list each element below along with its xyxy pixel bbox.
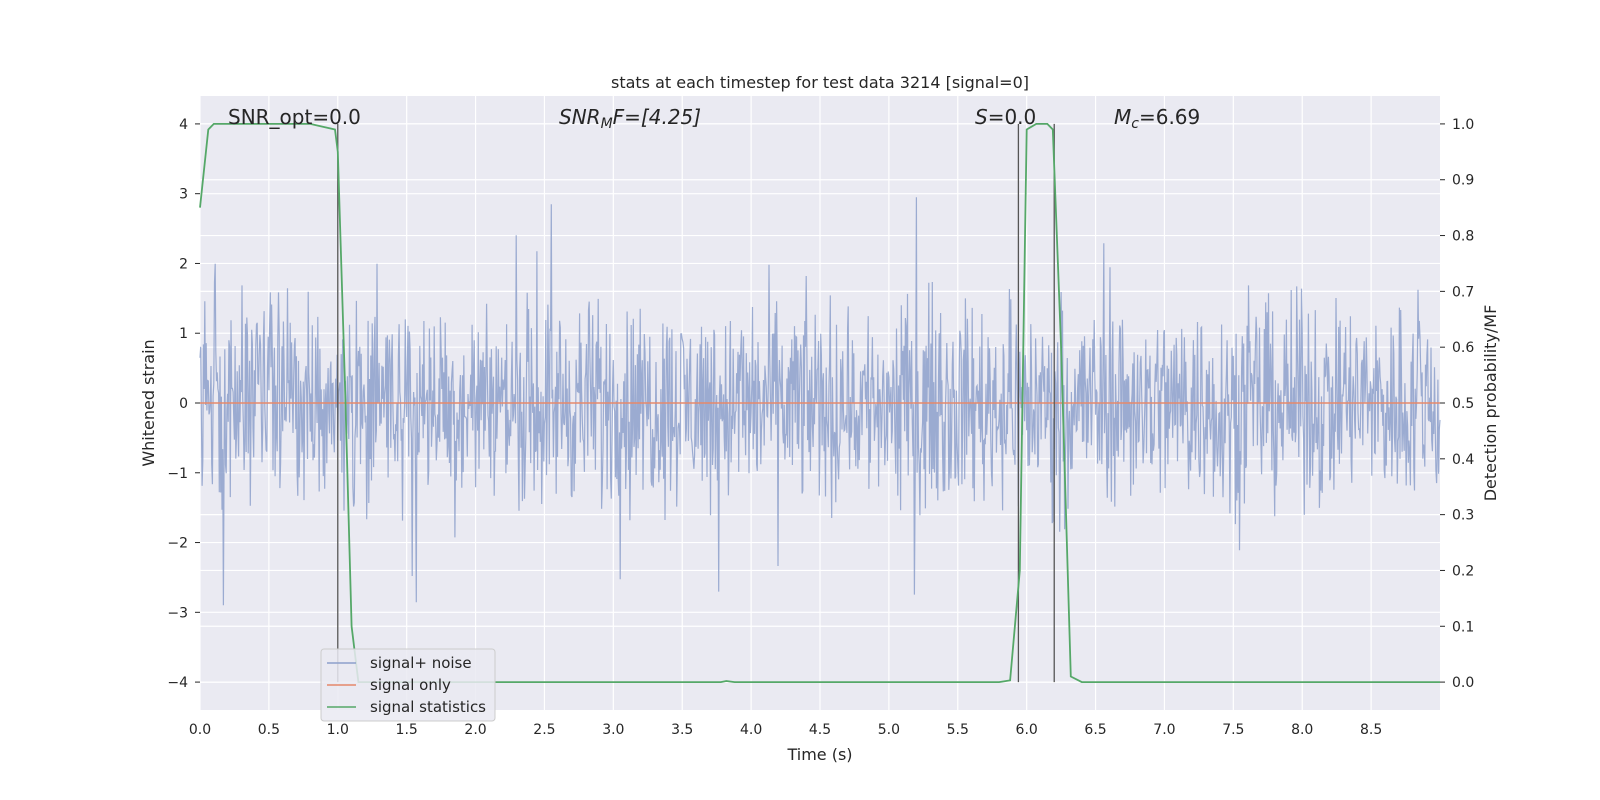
annotation-s-rest: =0.0 xyxy=(988,105,1037,129)
x-tick-label: 2.0 xyxy=(464,722,486,738)
x-tick-label: 6.0 xyxy=(1016,722,1038,738)
annotation-mc: Mc=6.69 xyxy=(1114,105,1200,132)
annotation-s-var: S xyxy=(975,105,988,129)
y2-tick-label: 1.0 xyxy=(1452,117,1474,133)
x-tick-label: 3.5 xyxy=(671,722,693,738)
x-tick-label: 4.0 xyxy=(740,722,762,738)
x-tick-label: 6.5 xyxy=(1084,722,1106,738)
y-tick-label: −3 xyxy=(167,605,188,621)
x-tick-label: 7.5 xyxy=(1222,722,1244,738)
signal-plus-noise-line xyxy=(199,197,1441,606)
y2-tick-label: 0.3 xyxy=(1452,508,1474,524)
y-tick-label: 2 xyxy=(179,256,188,272)
x-axis-label: Time (s) xyxy=(786,745,852,764)
annotation-s: S=0.0 xyxy=(975,105,1036,129)
annotation-snr-opt: SNR_opt=0.0 xyxy=(228,105,361,129)
y-tick-label: −1 xyxy=(167,466,188,482)
y-tick-label: −4 xyxy=(167,675,188,691)
annotation-snr-mf: SNRMF=[4.25] xyxy=(559,105,701,132)
annotation-mc-rest: =6.69 xyxy=(1139,105,1200,129)
y-tick-label: 1 xyxy=(179,326,188,342)
annotation-snr-mf-main: SNR xyxy=(559,105,601,129)
x-tick-label: 2.5 xyxy=(533,722,555,738)
y-axis-label: Whitened strain xyxy=(139,339,158,466)
legend-label-noise: signal+ noise xyxy=(370,654,472,672)
legend-label-signal-only: signal only xyxy=(370,676,451,694)
annotation-mc-main: M xyxy=(1114,105,1131,129)
annotation-snr-mf-rest: F=[4.25] xyxy=(613,105,701,129)
signal-statistics-series xyxy=(199,123,1440,683)
x-tick-label: 7.0 xyxy=(1153,722,1175,738)
legend-label-statistics: signal statistics xyxy=(370,698,486,716)
legend-box xyxy=(320,648,496,722)
y-tick-labels: 4 3 2 1 0 −1 −2 −3 −4 xyxy=(167,117,200,691)
x-tick-label: 1.5 xyxy=(396,722,418,738)
chart-title: stats at each timestep for test data 321… xyxy=(611,73,1029,92)
y2-tick-label: 0.0 xyxy=(1452,675,1474,691)
legend: signal+ noise signal only signal statist… xyxy=(320,648,496,722)
x-tick-label: 5.5 xyxy=(947,722,969,738)
y2-tick-label: 0.7 xyxy=(1452,284,1474,300)
x-tick-label: 5.0 xyxy=(878,722,900,738)
x-tick-label: 0.5 xyxy=(258,722,280,738)
annotation-mc-sub: c xyxy=(1131,116,1139,132)
y2-axis-label: Detection probability/MF xyxy=(1481,305,1500,502)
y2-tick-label: 0.8 xyxy=(1452,229,1474,245)
y-tick-label: −2 xyxy=(167,536,188,552)
x-tick-label: 1.0 xyxy=(327,722,349,738)
annotation-snr-mf-sub: M xyxy=(601,116,613,132)
y-tick-label: 4 xyxy=(179,117,188,133)
x-tick-label: 8.5 xyxy=(1360,722,1382,738)
y-tick-label: 3 xyxy=(179,187,188,203)
x-tick-label: 8.0 xyxy=(1291,722,1313,738)
y2-tick-label: 0.2 xyxy=(1452,563,1474,579)
y2-tick-label: 0.9 xyxy=(1452,173,1474,189)
x-tick-label: 4.5 xyxy=(809,722,831,738)
y2-tick-label: 0.5 xyxy=(1452,396,1474,412)
y2-tick-label: 0.4 xyxy=(1452,452,1474,468)
y-tick-label: 0 xyxy=(179,396,188,412)
signal-statistics-line xyxy=(199,123,1440,683)
y2-tick-label: 0.6 xyxy=(1452,340,1474,356)
x-tick-labels: 0.0 0.5 1.0 1.5 2.0 2.5 3.0 3.5 4.0 4.5 5.0 5.5 6.0 6… xyxy=(189,722,1382,738)
y2-tick-label: 0.1 xyxy=(1452,619,1474,635)
x-tick-label: 3.0 xyxy=(602,722,624,738)
y2-tick-labels: 1.0 0.9 0.8 0.7 0.6 0.5 0.4 0.3 0.2 0.1 0.0 xyxy=(1440,117,1474,691)
x-tick-label: 0.0 xyxy=(189,722,211,738)
signal-plus-noise-series xyxy=(199,197,1441,606)
